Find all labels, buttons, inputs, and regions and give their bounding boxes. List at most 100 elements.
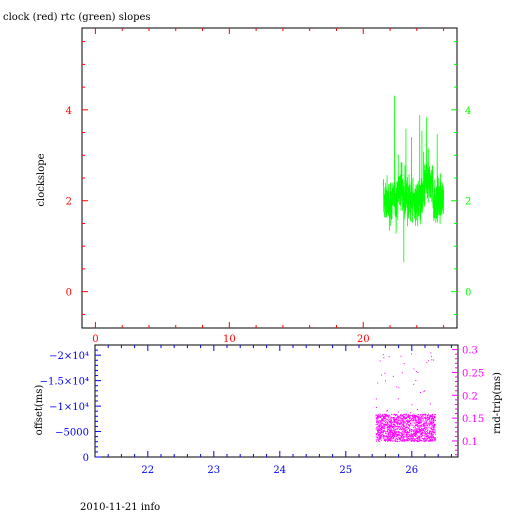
rndtrip-point: [421, 440, 423, 441]
rndtrip-point: [419, 418, 421, 420]
rndtrip-point: [428, 419, 429, 420]
rndtrip-point: [415, 418, 417, 420]
rndtrip-point: [426, 438, 428, 440]
rndtrip-point: [394, 414, 396, 416]
rndtrip-point: [395, 426, 397, 427]
rndtrip-point: [400, 418, 402, 420]
rndtrip-point: [376, 426, 378, 428]
rndtrip-point: [407, 440, 409, 442]
rndtrip-point: [417, 427, 419, 429]
rndtrip-point: [382, 435, 384, 437]
rndtrip-point: [416, 424, 418, 426]
rndtrip-point: [392, 437, 394, 439]
rndtrip-point: [377, 418, 379, 420]
rndtrip-point: [381, 422, 383, 424]
rndtrip-point: [393, 437, 394, 439]
rndtrip-point: [378, 421, 380, 423]
rndtrip-point: [402, 417, 404, 419]
rndtrip-point: [427, 424, 429, 426]
rndtrip-outlier: [383, 357, 385, 359]
rndtrip-point: [394, 431, 396, 433]
rndtrip-point: [428, 415, 430, 417]
rndtrip-point: [397, 431, 399, 433]
rndtrip-point: [406, 431, 408, 433]
rndtrip-point: [403, 415, 405, 417]
rndtrip-point: [427, 438, 429, 440]
rndtrip-point: [377, 434, 379, 436]
rndtrip-point: [411, 419, 412, 421]
rndtrip-point: [434, 425, 436, 427]
rndtrip-point: [434, 428, 436, 430]
rndtrip-point: [402, 438, 404, 440]
rndtrip-point: [383, 424, 385, 426]
y-tick-label-left: 0: [66, 288, 72, 299]
rndtrip-outlier: [376, 407, 378, 408]
rndtrip-point: [406, 414, 408, 416]
rndtrip-point: [391, 430, 393, 432]
rndtrip-point: [387, 419, 389, 421]
rndtrip-point: [388, 439, 390, 441]
rndtrip-point: [386, 436, 388, 438]
rndtrip-point: [377, 433, 379, 435]
rndtrip-point: [427, 428, 429, 430]
rndtrip-point: [429, 436, 431, 438]
rndtrip-point: [411, 440, 413, 441]
rndtrip-point: [389, 419, 391, 420]
rndtrip-point: [414, 415, 416, 417]
rndtrip-point: [379, 420, 381, 422]
rndtrip-point: [383, 427, 385, 429]
rndtrip-point: [434, 414, 436, 416]
rndtrip-point: [424, 435, 426, 437]
rndtrip-point: [390, 428, 392, 430]
rndtrip-point: [398, 422, 400, 424]
rndtrip-point: [389, 421, 391, 422]
rndtrip-point: [420, 431, 422, 433]
rndtrip-point: [391, 420, 393, 422]
rndtrip-point: [425, 435, 427, 437]
rndtrip-point: [416, 431, 418, 433]
rndtrip-point: [418, 419, 420, 421]
rndtrip-point: [434, 440, 436, 442]
rndtrip-point: [388, 420, 390, 422]
rndtrip-point: [431, 428, 433, 430]
rndtrip-point: [398, 434, 399, 436]
rndtrip-point: [431, 437, 433, 439]
rndtrip-point: [393, 440, 395, 442]
rndtrip-point: [376, 418, 377, 420]
rndtrip-point: [415, 428, 417, 430]
rndtrip-point: [384, 426, 386, 427]
rndtrip-point: [425, 429, 426, 431]
rndtrip-point: [386, 415, 387, 417]
y-tick-label-left: 0: [83, 453, 89, 464]
rndtrip-point: [415, 435, 416, 437]
rndtrip-outlier: [403, 363, 405, 365]
y-tick-label-left: −2×10⁴: [49, 351, 89, 362]
rndtrip-point: [430, 427, 432, 429]
rndtrip-point: [387, 438, 389, 440]
rndtrip-point: [377, 432, 379, 434]
rndtrip-point: [389, 420, 391, 422]
rndtrip-point: [394, 417, 396, 419]
x-tick-label: 0: [92, 334, 98, 345]
rndtrip-point: [434, 416, 436, 418]
rndtrip-point: [407, 423, 409, 425]
rndtrip-point: [424, 440, 426, 442]
rndtrip-point: [395, 434, 397, 435]
rndtrip-point: [419, 422, 421, 424]
rndtrip-point: [387, 440, 389, 442]
rndtrip-point: [402, 424, 404, 426]
rndtrip-point: [400, 414, 402, 416]
rndtrip-point: [399, 435, 401, 436]
rndtrip-outlier: [384, 372, 386, 374]
rndtrip-point: [377, 416, 378, 417]
rndtrip-point: [421, 415, 423, 417]
rndtrip-point: [415, 432, 417, 434]
rndtrip-point: [395, 431, 397, 433]
rndtrip-point: [407, 419, 409, 421]
rndtrip-point: [431, 439, 433, 441]
rndtrip-point: [397, 425, 399, 427]
rndtrip-point: [400, 414, 402, 416]
rndtrip-point: [417, 428, 419, 430]
rndtrip-point: [414, 425, 416, 427]
rndtrip-point: [406, 417, 407, 419]
